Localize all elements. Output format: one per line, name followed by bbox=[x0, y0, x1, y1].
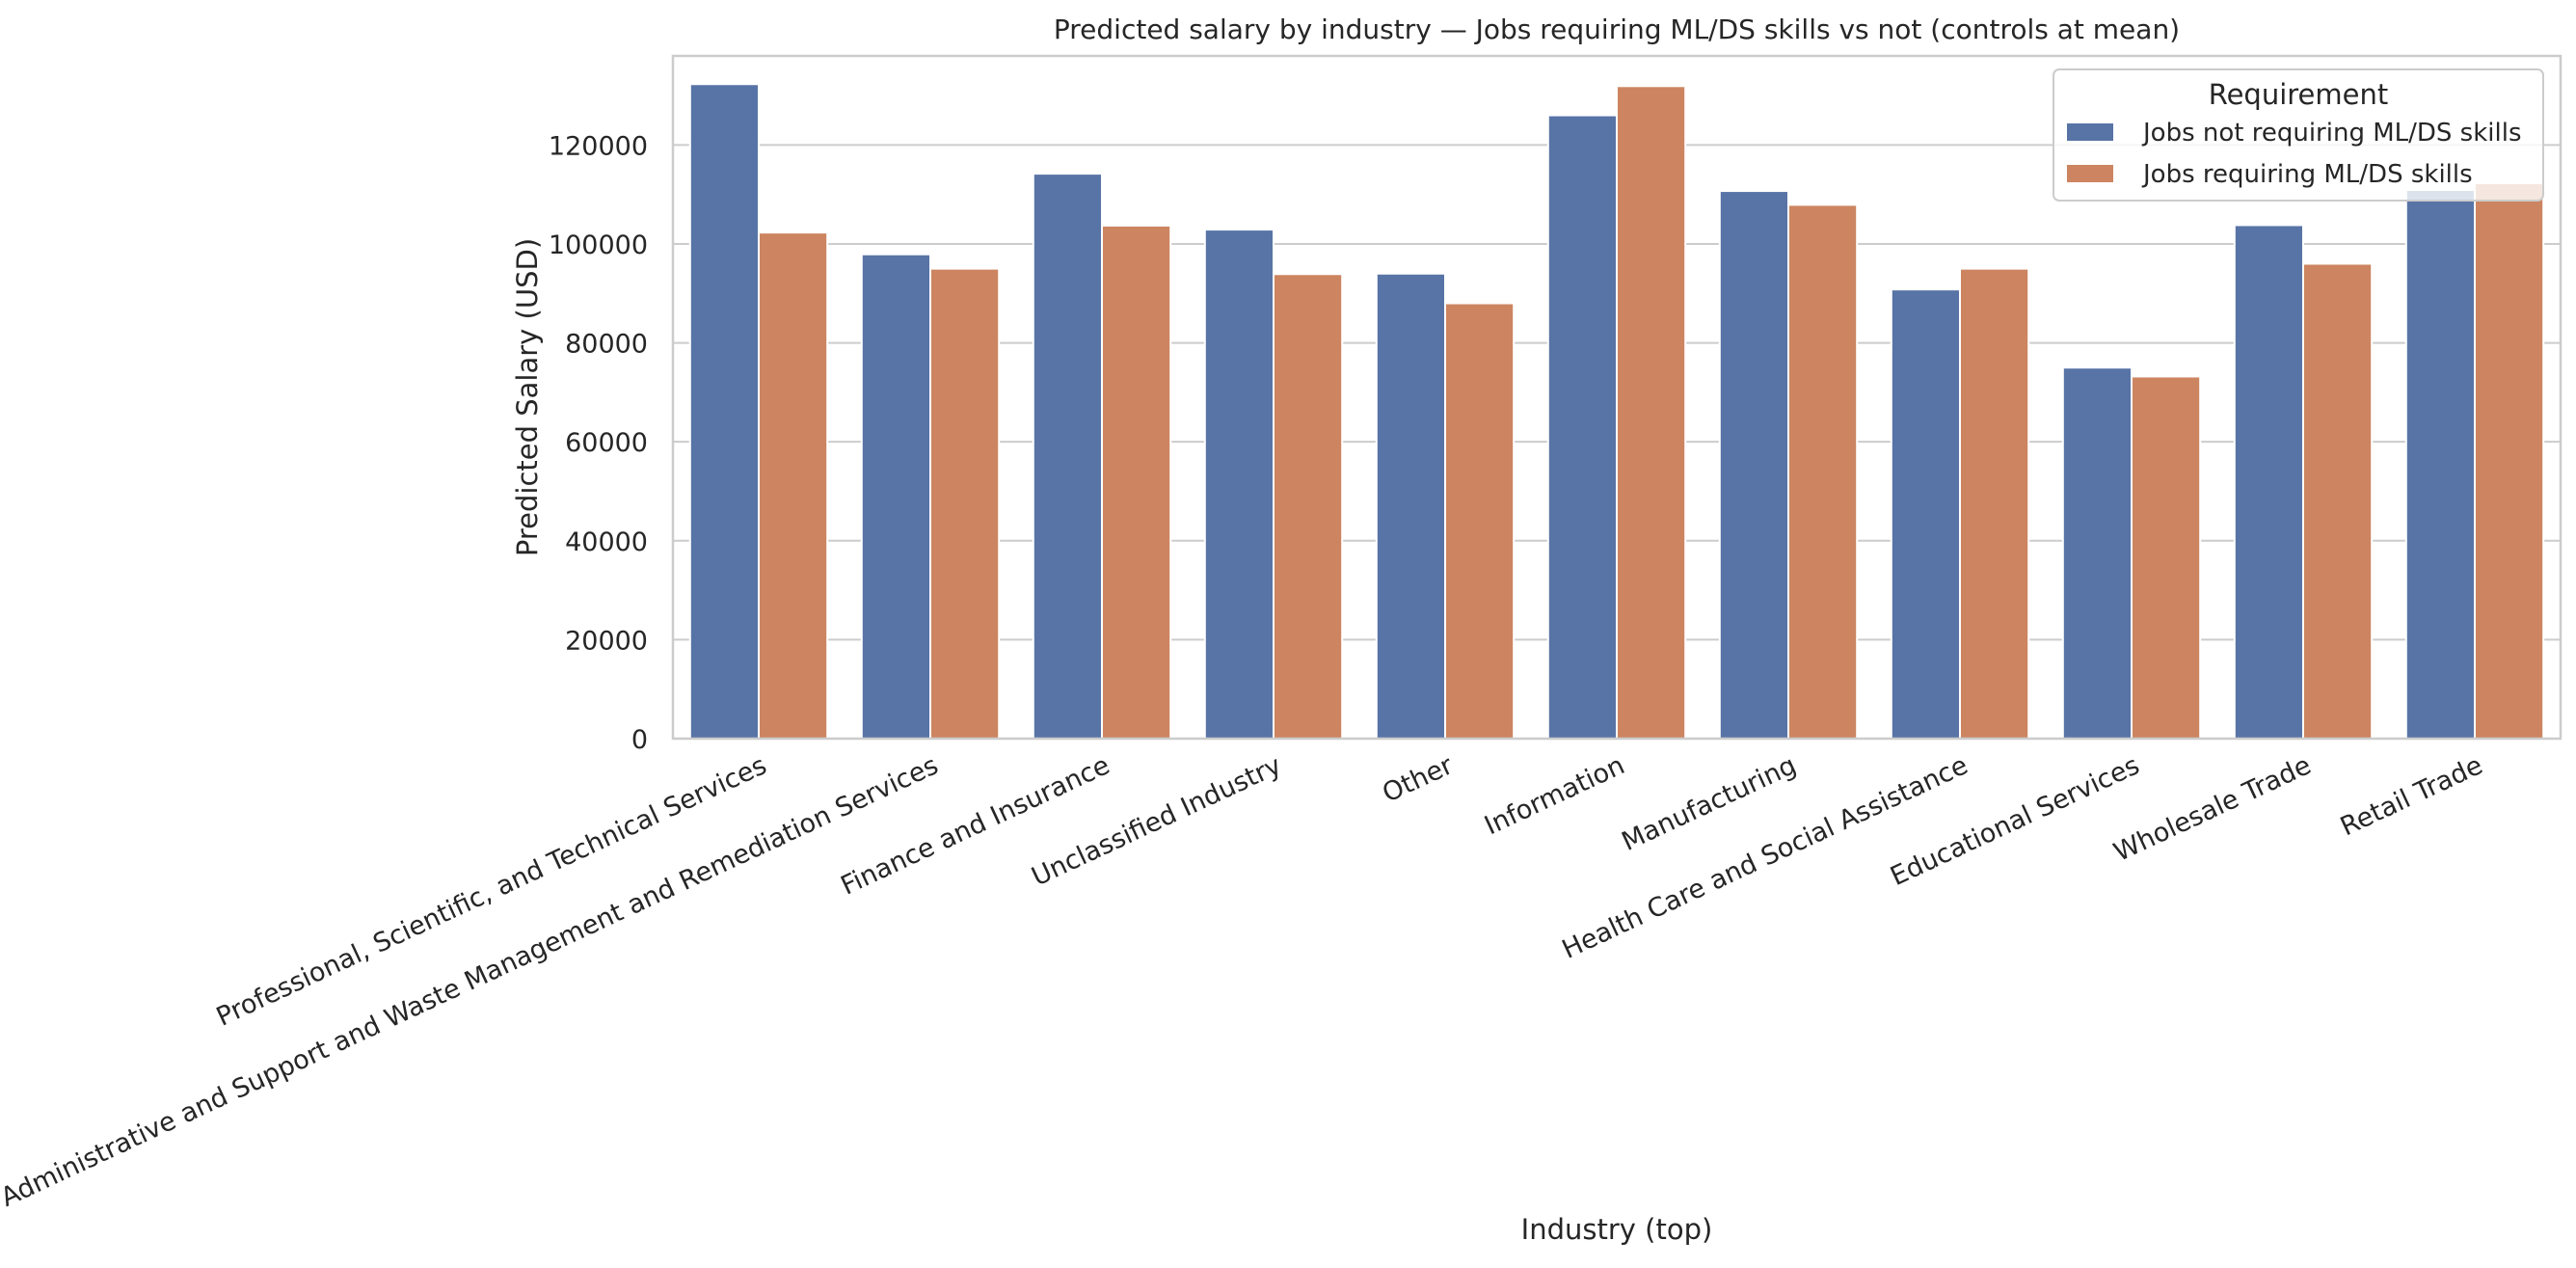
bar-not-requiring-1 bbox=[860, 253, 931, 740]
bar-requiring-7 bbox=[1959, 267, 2030, 740]
y-tick-label: 120000 bbox=[549, 131, 648, 161]
y-tick-labels: 0 20000 40000 60000 80000 100000 120000 bbox=[549, 131, 648, 755]
x-tick-label: Administrative and Support and Waste Man… bbox=[0, 750, 943, 1213]
legend: Requirement Jobs not requiring ML/DS ski… bbox=[2053, 68, 2544, 202]
legend-title: Requirement bbox=[2209, 78, 2389, 111]
bar-not-requiring-9 bbox=[2233, 224, 2305, 740]
legend-box bbox=[2053, 68, 2544, 202]
chart-title: Predicted salary by industry — Jobs requ… bbox=[1054, 13, 2180, 45]
bar-requiring-6 bbox=[1787, 203, 1859, 740]
bar-requiring-8 bbox=[2131, 375, 2202, 740]
bar-not-requiring-3 bbox=[1203, 229, 1275, 741]
bar-requiring-2 bbox=[1101, 224, 1172, 740]
bar-not-requiring-6 bbox=[1718, 190, 1790, 741]
bar-requiring-1 bbox=[929, 267, 1001, 740]
bar-not-requiring-0 bbox=[688, 83, 760, 741]
y-axis-label: Predicted Salary (USD) bbox=[511, 238, 544, 556]
y-tick-label: 100000 bbox=[549, 230, 648, 260]
bar-requiring-3 bbox=[1273, 273, 1344, 740]
x-tick-label: Information bbox=[1480, 750, 1629, 841]
x-axis-label: Industry (top) bbox=[1521, 1213, 1713, 1246]
bar-not-requiring-8 bbox=[2061, 366, 2133, 740]
bar-not-requiring-4 bbox=[1375, 272, 1447, 740]
x-tick-label: Finance and Insurance bbox=[837, 750, 1114, 901]
plot-frame bbox=[671, 54, 2563, 741]
bar-requiring-0 bbox=[758, 231, 829, 741]
x-tick-label: Wholesale Trade bbox=[2109, 750, 2316, 868]
bar-not-requiring-2 bbox=[1032, 173, 1104, 740]
y-tick-label: 60000 bbox=[565, 428, 648, 458]
bar-requiring-10 bbox=[2474, 181, 2545, 740]
legend-label-requiring: Jobs requiring ML/DS skills bbox=[2141, 160, 2473, 189]
bar-not-requiring-7 bbox=[1890, 288, 1962, 740]
x-tick-labels: Professional, Scientific, and Technical … bbox=[0, 750, 2487, 1213]
bar-not-requiring-5 bbox=[1546, 114, 1619, 740]
y-tick-label: 80000 bbox=[565, 330, 648, 360]
bar-requiring-5 bbox=[1616, 85, 1687, 740]
x-tick-label: Retail Trade bbox=[2336, 750, 2487, 842]
legend-swatch-not-requiring bbox=[2067, 123, 2113, 141]
y-tick-label: 20000 bbox=[565, 626, 648, 656]
bar-requiring-9 bbox=[2302, 262, 2374, 740]
y-tick-label: 40000 bbox=[565, 527, 648, 557]
bar-not-requiring-10 bbox=[2404, 189, 2477, 740]
legend-label-not-requiring: Jobs not requiring ML/DS skills bbox=[2141, 119, 2522, 148]
x-tick-label: Other bbox=[1378, 750, 1458, 809]
y-tick-label: 0 bbox=[631, 725, 648, 755]
legend-swatch-requiring bbox=[2067, 165, 2113, 182]
bar-requiring-4 bbox=[1444, 302, 1516, 740]
